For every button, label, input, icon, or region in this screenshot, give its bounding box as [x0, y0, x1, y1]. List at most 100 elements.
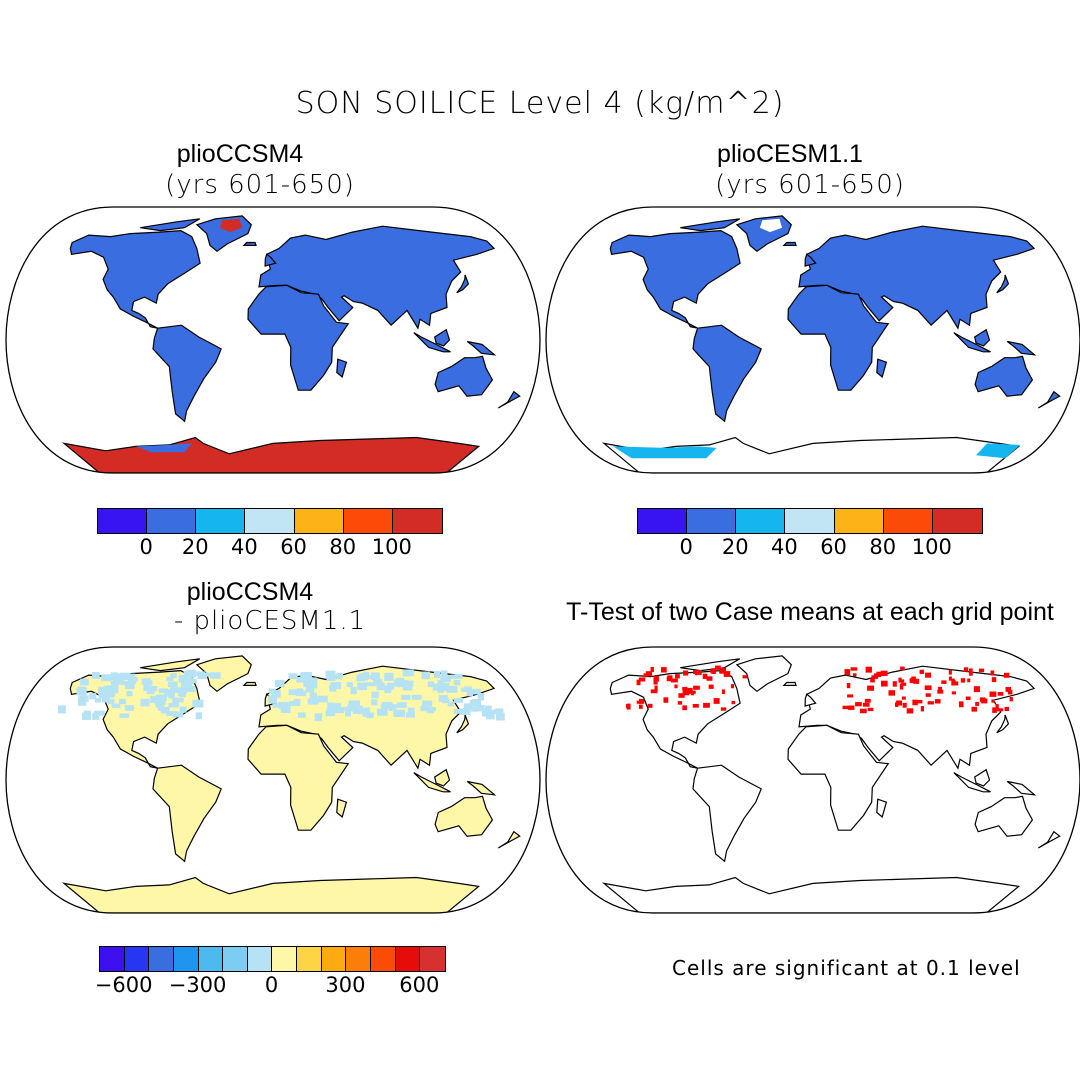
significant-cell	[682, 705, 687, 711]
panel1-subtitle: (yrs 601-650)	[165, 170, 355, 200]
map-frame	[5, 646, 541, 914]
landmass-arcticIslands	[140, 658, 201, 672]
panel1-title: plioCCSM4	[176, 140, 304, 168]
significant-cell	[919, 669, 924, 675]
significant-cell	[951, 680, 956, 686]
significant-cell	[682, 686, 688, 691]
landmass-southAmerica	[152, 324, 222, 423]
landmass-australia	[434, 355, 494, 397]
landmass-newGuinea	[466, 780, 497, 796]
difference-cell	[271, 689, 281, 698]
difference-cell	[422, 700, 433, 707]
difference-cell	[397, 702, 407, 708]
landmass-australia	[974, 355, 1034, 397]
colorbar-swatch	[124, 947, 150, 971]
colorbar-swatch	[198, 947, 224, 971]
landmass-greenland	[195, 655, 253, 693]
significant-cell	[971, 706, 978, 712]
significant-cell	[663, 697, 669, 703]
difference-cell	[357, 682, 368, 691]
significant-cell	[880, 670, 888, 676]
difference-cell	[76, 688, 87, 696]
significant-cell	[900, 666, 905, 671]
significant-cell	[643, 673, 648, 678]
difference-cell	[94, 697, 102, 703]
landmass-greenland	[735, 655, 793, 693]
figure-title: SON SOILICE Level 4 (kg/m^2)	[295, 86, 785, 121]
landmass-southAmerica	[692, 324, 762, 423]
significant-cell	[927, 701, 935, 705]
significant-cell	[731, 700, 736, 705]
significant-cell	[968, 668, 973, 675]
difference-cell	[101, 674, 112, 682]
significant-cell	[898, 677, 902, 682]
significant-cell	[842, 705, 850, 710]
significant-cell	[864, 698, 871, 703]
difference-cell	[453, 680, 461, 686]
significant-cell	[661, 667, 667, 673]
difference-cell	[166, 676, 174, 681]
colorbar-plioCCSM4	[97, 508, 443, 534]
significant-cell	[920, 706, 925, 712]
significant-cell	[867, 707, 874, 712]
significant-cell	[948, 676, 952, 681]
difference-cell	[111, 703, 121, 708]
colorbar-swatch	[785, 509, 835, 533]
difference-cell	[438, 682, 450, 689]
difference-cell	[427, 681, 435, 687]
significant-cell	[896, 700, 903, 706]
difference-cell	[350, 687, 357, 695]
landmass-northAmerica	[69, 229, 201, 329]
difference-cell	[427, 707, 436, 712]
significant-cell	[948, 669, 952, 675]
panel3-subtitle: - plioCESM1.1	[173, 606, 367, 636]
significant-cell	[847, 694, 854, 698]
significant-cell	[912, 699, 918, 706]
difference-cell	[334, 674, 342, 680]
map-panel-plioCESM1.1	[545, 206, 1080, 474]
difference-cell	[103, 693, 115, 698]
difference-cell	[58, 705, 66, 714]
difference-cell	[455, 673, 463, 679]
landmass-northAmerica	[609, 229, 741, 329]
colorbar-swatch	[883, 509, 933, 533]
significant-cell	[975, 701, 980, 706]
landmass-eurasia	[798, 225, 1036, 330]
significant-cell	[909, 678, 916, 684]
difference-cell	[395, 679, 404, 686]
significant-cell	[721, 689, 725, 695]
difference-cell	[119, 672, 131, 680]
difference-cell	[401, 694, 411, 700]
colorbar-tick-label: −600	[94, 973, 153, 997]
difference-cell	[268, 695, 278, 704]
significant-cell	[702, 673, 708, 679]
landmass-uk	[804, 253, 817, 267]
difference-cell	[380, 703, 388, 711]
significant-cell	[650, 667, 654, 673]
difference-cell	[89, 692, 97, 700]
significant-cell	[991, 677, 997, 683]
difference-cell	[83, 710, 91, 716]
colorbar-tick-label: 60	[280, 535, 307, 559]
colorbar-swatch	[395, 947, 421, 971]
significant-cell	[906, 708, 914, 714]
difference-cell	[384, 685, 392, 694]
significant-cell	[895, 702, 899, 707]
significant-cell	[675, 674, 680, 679]
difference-cell	[358, 673, 369, 681]
significant-cell	[706, 676, 713, 681]
difference-cell	[280, 705, 291, 713]
difference-cell	[440, 670, 448, 677]
difference-cell	[295, 690, 307, 697]
significant-cell	[855, 702, 862, 707]
difference-cell	[421, 671, 430, 680]
difference-cell	[371, 699, 378, 706]
panel2-subtitle: (yrs 601-650)	[715, 170, 905, 200]
significant-cell	[870, 678, 875, 683]
difference-cell	[406, 712, 415, 718]
difference-cell	[496, 712, 505, 721]
landmass-madagascar	[336, 798, 348, 818]
significant-cell	[902, 702, 907, 708]
significant-cell	[997, 692, 1004, 696]
significant-cell	[865, 666, 872, 673]
